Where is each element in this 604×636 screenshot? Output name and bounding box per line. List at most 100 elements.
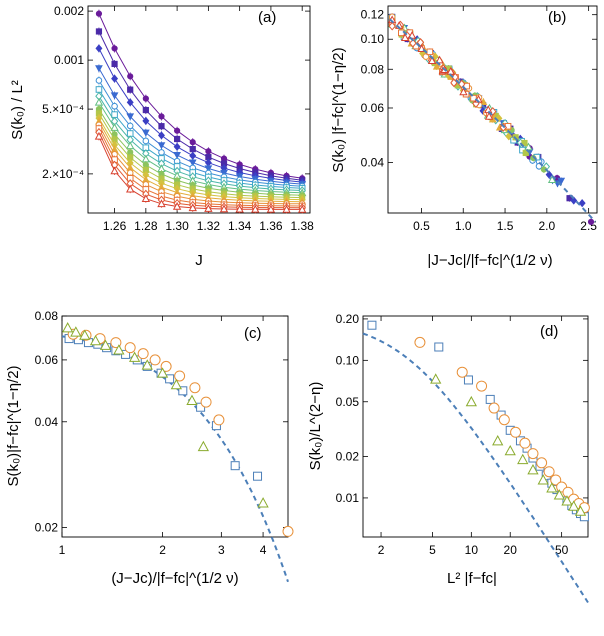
data-point — [553, 489, 565, 500]
data-point — [173, 142, 181, 151]
y-tick-label: 0.01 — [336, 491, 360, 505]
y-tick-label: 0.08 — [361, 62, 385, 76]
data-point — [141, 129, 150, 137]
y-tick-label: 0.04 — [361, 156, 385, 170]
data-point — [158, 123, 165, 130]
panel-c-ylabel: S(k₀)|f−fc|^(1−η/2) — [5, 365, 22, 486]
data-point — [463, 375, 473, 385]
x-tick-label: 2 — [159, 543, 166, 557]
data-point — [492, 434, 504, 446]
y-tick-label: 0.05 — [336, 395, 360, 409]
y-tick-label: 0.001 — [54, 53, 84, 67]
data-point — [170, 378, 183, 390]
data-point — [160, 360, 172, 372]
data-point — [95, 86, 103, 93]
data-point — [527, 463, 539, 475]
panel-b: 0.5 1.0 1.5 2.0 2.5 0.040.060.080.100.12 (b)… — [330, 5, 598, 269]
data-point — [110, 92, 119, 100]
data-point — [173, 152, 181, 160]
series-circles — [414, 336, 590, 514]
panel-d: 2 5 10 20 50 0.01 0.02 0.05 0.10 0.20 (d) L² |f−… — [307, 312, 590, 604]
data-point — [484, 105, 493, 114]
data-point — [282, 525, 294, 537]
data-point — [398, 29, 405, 37]
panel-a-label: (a) — [258, 9, 276, 26]
data-point — [172, 202, 182, 210]
data-point — [561, 495, 573, 506]
data-point — [484, 111, 494, 120]
data-point — [95, 77, 103, 84]
data-point — [111, 74, 119, 83]
data-point — [142, 95, 149, 102]
series-triangles — [430, 373, 587, 516]
panel-d-xticks: 2 5 10 20 50 — [378, 316, 569, 557]
y-tick-label: 5.×10⁻⁴ — [42, 102, 84, 116]
data-point — [568, 500, 580, 511]
data-point — [213, 414, 225, 426]
x-tick-label: 10 — [465, 543, 479, 557]
data-point — [174, 370, 186, 382]
data-point — [414, 336, 426, 348]
data-point — [127, 86, 134, 93]
data-point — [251, 204, 260, 213]
panel-c-plot-area — [61, 322, 294, 583]
data-point — [111, 60, 118, 68]
data-point — [204, 204, 213, 212]
panel-b-xticks: 0.5 1.0 1.5 2.0 2.5 — [413, 6, 597, 233]
data-point — [200, 396, 212, 408]
x-tick-label: 1.5 — [497, 219, 514, 233]
y-tick-label: 0.06 — [361, 101, 385, 115]
data-point — [197, 440, 209, 452]
data-point — [165, 374, 175, 384]
data-point — [142, 137, 150, 145]
x-tick-label: 5 — [429, 543, 436, 557]
x-tick-label: 20 — [504, 543, 518, 557]
panel-c: 1 2 3 4 0.02 0.04 0.06 0.08 (c) (J−Jc)/|f−fc|^… — [5, 309, 294, 587]
data-point — [451, 72, 459, 82]
data-point — [367, 320, 377, 330]
x-tick-label: 1.32 — [197, 219, 221, 233]
data-point — [465, 395, 477, 407]
data-point — [158, 149, 165, 156]
data-point — [174, 127, 181, 134]
data-point — [543, 466, 555, 478]
data-point — [110, 123, 119, 131]
y-tick-label: 0.06 — [35, 353, 59, 367]
panel-a: 1.26 1.28 1.30 1.32 1.34 1.36 1.38 2.×10⁻⁴ 5.×1… — [9, 4, 314, 269]
data-point — [158, 113, 165, 120]
data-point — [570, 196, 578, 205]
data-point — [527, 448, 539, 460]
data-point — [430, 373, 442, 384]
data-point — [519, 437, 531, 449]
x-tick-label: 1.34 — [228, 219, 252, 233]
x-tick-label: 1.38 — [291, 219, 315, 233]
data-point — [89, 334, 102, 346]
data-point — [111, 45, 118, 52]
x-tick-label: 1.0 — [455, 219, 472, 233]
data-point — [574, 505, 587, 516]
panel-d-plot-area — [362, 320, 590, 604]
data-point — [141, 359, 153, 370]
data-point — [587, 218, 595, 225]
data-point — [470, 94, 477, 102]
data-point — [257, 497, 269, 508]
data-point — [524, 142, 533, 151]
y-tick-label: 0.002 — [54, 4, 84, 18]
data-point — [95, 65, 103, 73]
data-point — [62, 322, 74, 333]
panel-c-xlabel: (J−Jc)/|f−fc|^(1/2 ν) — [111, 570, 238, 587]
data-point — [110, 166, 119, 175]
x-tick-label: 0.5 — [413, 219, 430, 233]
panel-d-yticks: 0.01 0.02 0.05 0.10 0.20 — [336, 312, 588, 505]
data-point — [400, 33, 410, 41]
data-point — [409, 38, 417, 48]
x-tick-label: 1.30 — [165, 219, 189, 233]
panel-b-plot-area — [387, 13, 597, 226]
data-point — [124, 342, 136, 354]
x-tick-label: 1.36 — [259, 219, 283, 233]
x-tick-label: 1 — [59, 543, 66, 557]
data-point — [126, 98, 134, 107]
fit-curve — [362, 332, 589, 604]
data-point — [137, 348, 149, 360]
